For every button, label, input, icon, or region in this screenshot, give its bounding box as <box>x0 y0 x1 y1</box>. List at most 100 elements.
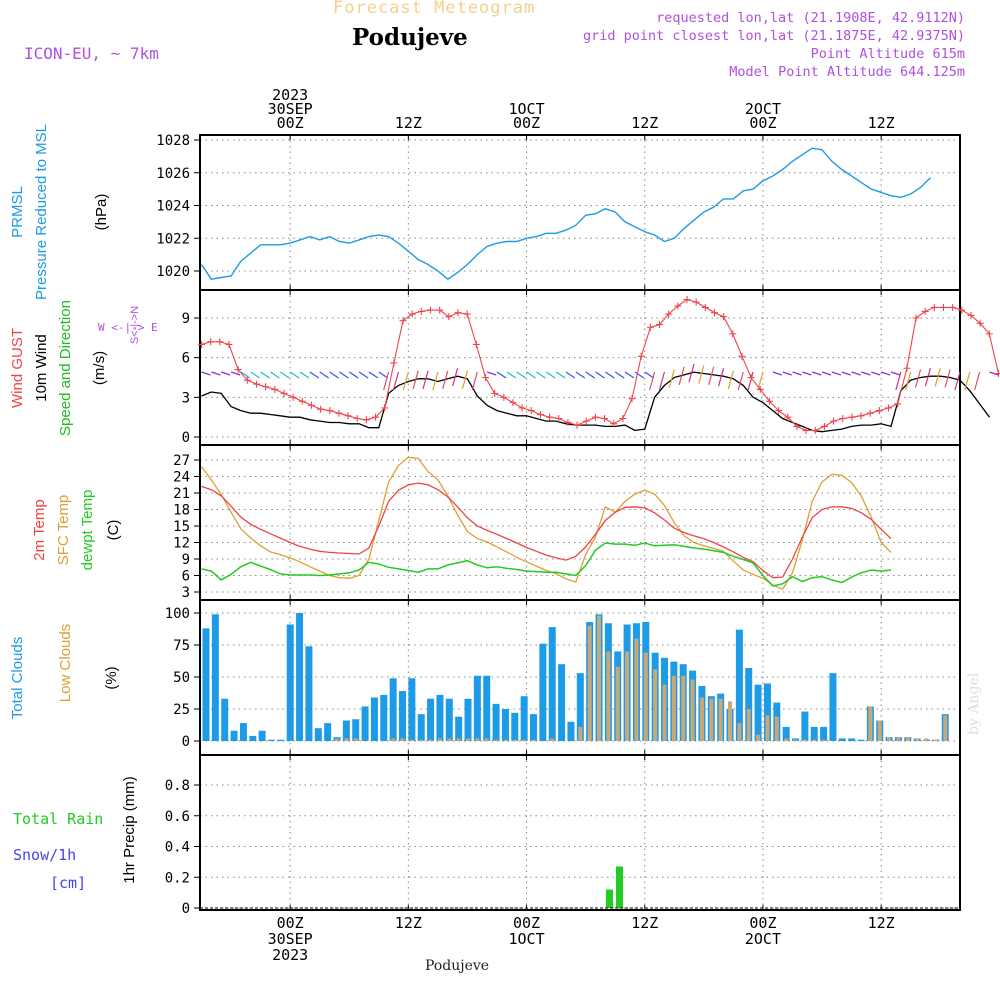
gust-marker <box>271 385 279 393</box>
gust-marker <box>866 409 874 417</box>
y-tick-label: 75 <box>173 638 190 654</box>
product-title: Forecast Meteogram <box>333 0 536 18</box>
y-tick-label: 0.4 <box>165 840 190 856</box>
low-cloud-bar <box>709 698 714 741</box>
gust-marker <box>573 421 581 429</box>
gust-marker <box>994 370 1000 378</box>
gust-marker <box>601 414 609 422</box>
wind-barb <box>240 371 251 379</box>
wind-barb <box>614 371 625 379</box>
gust-marker <box>353 414 361 422</box>
low-cloud-bar <box>718 698 723 741</box>
gust-marker <box>518 404 526 412</box>
temp2m-line <box>201 482 892 579</box>
cm-legend: [cm] <box>50 874 86 892</box>
total-cloud-bar <box>324 723 332 741</box>
gust-marker <box>289 393 297 401</box>
gust-marker <box>830 417 838 425</box>
gridpoint-coords: grid point closest lon,lat (21.1875E, 42… <box>582 28 965 44</box>
low-cloud-bar <box>905 737 910 741</box>
low-cloud-bar <box>419 739 424 741</box>
wind-barb <box>895 371 902 391</box>
wind-barb <box>358 371 369 379</box>
top-time-label: 12Z <box>631 114 658 132</box>
gust-marker <box>848 413 856 421</box>
low-cloud-bar <box>456 738 461 741</box>
total-cloud-bar <box>520 696 528 741</box>
y-tick-label: 15 <box>173 519 190 535</box>
wind-barb <box>319 371 330 379</box>
gust-marker <box>628 395 636 403</box>
y-tick-label: 9 <box>182 552 190 568</box>
low-cloud-bar <box>793 739 798 741</box>
gust-marker <box>976 319 984 327</box>
total-cloud-bar <box>352 719 360 741</box>
total-rain-legend: Total Rain <box>13 810 103 828</box>
low-cloud-bar <box>522 739 527 741</box>
top-time-label: 12Z <box>868 114 895 132</box>
clouds-unit: (%) <box>103 666 120 689</box>
low-cloud-bar <box>512 739 517 741</box>
y-tick-label: 0.6 <box>165 809 190 825</box>
wind-barb <box>871 371 881 376</box>
model-altitude: Model Point Altitude 644.125m <box>729 64 965 80</box>
low-cloud-bar <box>503 739 508 741</box>
gust-marker <box>738 352 746 360</box>
total-cloud-bar <box>810 726 818 741</box>
gust-marker <box>775 407 783 415</box>
pressure-label-short: PRMSL <box>9 186 26 238</box>
wind-barb <box>698 365 705 384</box>
low-cloud-bar <box>756 734 761 741</box>
y-tick-label: 21 <box>173 486 190 502</box>
gust-marker <box>399 317 407 325</box>
wind-barb <box>974 371 981 391</box>
gust-line <box>201 298 1000 431</box>
wind-barb <box>329 371 339 379</box>
low-cloud-bar <box>578 726 583 741</box>
low-cloud-bar <box>868 706 873 741</box>
total-cloud-bar <box>483 675 491 741</box>
wind-barb <box>422 370 429 389</box>
gust-marker <box>390 359 398 367</box>
total-cloud-bar <box>820 726 828 741</box>
wind-barb <box>392 371 400 391</box>
low-cloud-bar <box>625 651 630 741</box>
wind-barb <box>250 371 261 379</box>
gust-marker <box>527 407 535 415</box>
panel-wind <box>194 289 961 446</box>
wind-barb <box>496 371 507 379</box>
gust-marker <box>546 413 554 421</box>
gust-marker <box>408 310 416 318</box>
low-cloud-bar <box>821 739 826 741</box>
wind-barb <box>339 371 349 379</box>
gust-marker <box>710 309 718 317</box>
gust-marker <box>555 414 563 422</box>
total-cloud-bar <box>221 698 229 741</box>
low-cloud-bar <box>728 701 733 741</box>
wind-barb <box>565 371 576 379</box>
top-time-label: 30SEP <box>268 100 313 118</box>
low-cloud-bar <box>784 738 789 741</box>
low-cloud-bar <box>765 715 770 741</box>
top-time-label: 1OCT <box>508 100 544 118</box>
y-tick-label: 1022 <box>156 231 190 247</box>
low-cloud-bar <box>437 738 442 741</box>
gust-label: Wind GUST <box>9 328 26 408</box>
gust-marker <box>362 416 370 424</box>
bottom-time-label: 00Z <box>277 914 304 932</box>
low-cloud-bar <box>531 739 536 741</box>
gust-marker <box>463 310 471 318</box>
total-cloud-bar <box>417 714 425 741</box>
total-cloud-bar <box>539 643 547 741</box>
requested-coords: requested lon,lat (21.1908E, 42.9112N) <box>656 10 965 26</box>
wind-barb <box>634 371 645 379</box>
gust-marker <box>756 385 764 393</box>
gust-marker <box>802 426 810 434</box>
wind-barb <box>545 371 556 379</box>
gust-marker <box>216 338 224 346</box>
wind-barb <box>299 371 310 379</box>
panel-temperature <box>194 444 961 601</box>
total-cloud-bar <box>530 714 538 741</box>
wind-barb <box>934 368 941 387</box>
